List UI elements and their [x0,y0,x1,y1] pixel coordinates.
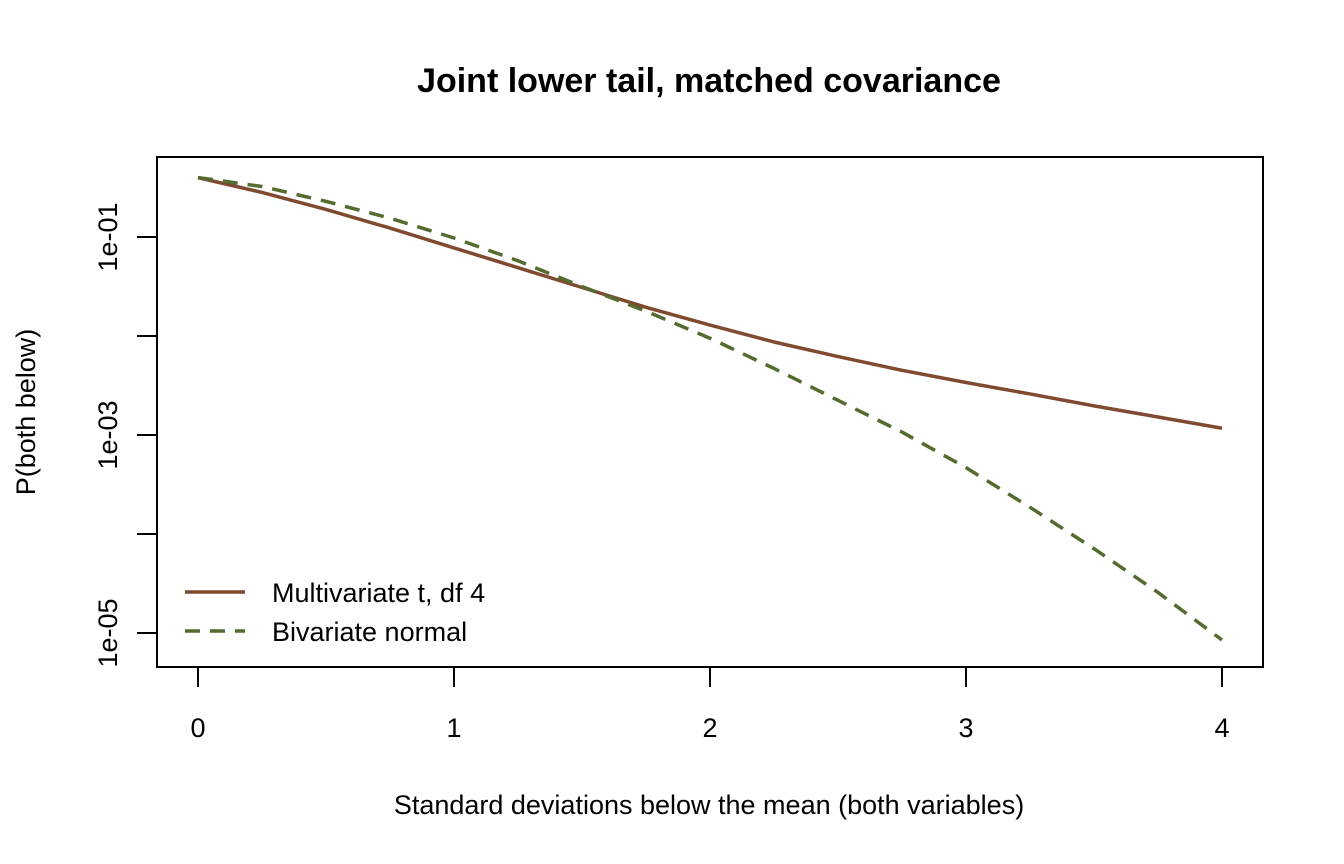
x-axis-label: Standard deviations below the mean (both… [394,790,1024,820]
y-axis-label: P(both below) [11,329,41,496]
y-axis: 1e-01 1e-03 1e-05 [93,202,158,668]
legend-label-1: Multivariate t, df 4 [272,578,485,608]
series-line-1 [197,175,1223,430]
y-tick-label: 1e-01 [93,202,123,271]
x-tick-label: 0 [190,713,205,743]
y-tick-label: 1e-03 [93,400,123,469]
x-tick-label: 1 [446,713,461,743]
series-layer [197,175,1224,642]
legend-label-2: Bivariate normal [272,617,467,647]
chart-title: Joint lower tail, matched covariance [417,62,1001,100]
y-tick-label: 1e-05 [93,598,123,667]
x-tick-label: 4 [1214,713,1229,743]
x-axis: 0 1 2 3 4 [190,666,1230,743]
series-line-2 [197,175,1224,642]
legend: Multivariate t, df 4 Bivariate normal [185,578,485,647]
x-tick-label: 2 [702,713,717,743]
x-tick-label: 3 [958,713,973,743]
